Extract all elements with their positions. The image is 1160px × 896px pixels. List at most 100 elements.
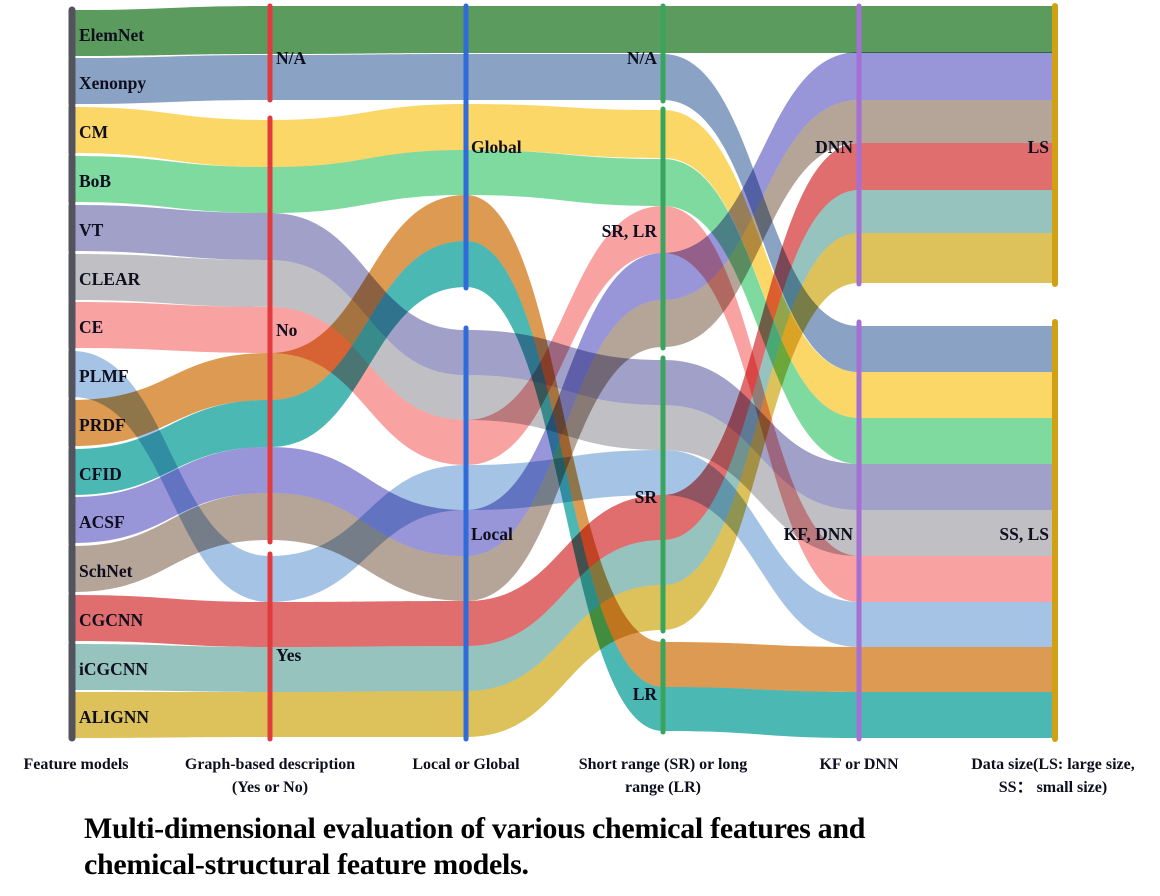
flow-ribbon-CGCNN-seg5 xyxy=(859,143,1055,190)
feature-label-BoB: BoB xyxy=(79,171,111,191)
feature-label-PLMF: PLMF xyxy=(79,366,129,386)
flow-ribbon-CGCNN-seg3 xyxy=(466,495,663,646)
figure-caption-line-1: Multi-dimensional evaluation of various … xyxy=(84,812,866,845)
node-label-axis3-Local: Local xyxy=(471,524,513,544)
flow-ribbon-ElemNet-seg3 xyxy=(466,6,663,53)
flow-ribbons-layer xyxy=(72,6,1055,738)
flow-ribbon-Xenonpy-seg3 xyxy=(466,54,663,100)
flow-ribbon-ACSF-seg4 xyxy=(663,52,859,300)
flow-ribbon-PRDF-seg2 xyxy=(270,195,466,400)
flow-ribbon-PRDF-seg5 xyxy=(859,647,1055,692)
axis-title-4-line1: Short range (SR) or long xyxy=(579,756,748,773)
node-label-axis3-Global: Global xyxy=(471,137,522,157)
flow-ribbon-CFID-seg5 xyxy=(859,692,1055,738)
flow-ribbon-CM-seg4 xyxy=(663,110,859,418)
flow-ribbon-CE-seg5 xyxy=(859,556,1055,602)
feature-label-PRDF: PRDF xyxy=(79,415,126,435)
flow-ribbon-CLEAR-seg5 xyxy=(859,510,1055,556)
node-label-axis2-Yes: Yes xyxy=(276,645,301,665)
flow-ribbon-BoB-seg1 xyxy=(72,156,270,213)
flow-ribbon-CM-seg5 xyxy=(859,372,1055,418)
flow-ribbon-SchNet-seg2 xyxy=(270,493,466,601)
feature-label-SchNet: SchNet xyxy=(79,561,133,581)
feature-label-Xenonpy: Xenonpy xyxy=(79,73,146,93)
axis-title-1-line1: Feature models xyxy=(23,756,128,773)
feature-label-CM: CM xyxy=(79,122,109,142)
feature-label-CFID: CFID xyxy=(79,464,122,484)
axis-title-3-line1: Local or Global xyxy=(412,756,520,773)
flow-ribbon-ElemNet-seg5 xyxy=(859,6,1055,53)
flow-ribbon-BoB-seg2 xyxy=(270,150,466,213)
flow-ribbon-CFID-seg1 xyxy=(72,400,270,495)
feature-label-ACSF: ACSF xyxy=(79,512,125,532)
flow-ribbon-iCGCNN-seg5 xyxy=(859,190,1055,233)
feature-label-CE: CE xyxy=(79,317,103,337)
node-label-axis4-SR: SR xyxy=(635,487,658,507)
flow-ribbon-iCGCNN-seg2 xyxy=(270,646,466,692)
flow-ribbon-CGCNN-seg2 xyxy=(270,601,466,647)
flow-ribbon-VT-seg5 xyxy=(859,464,1055,510)
node-label-axis5-DNN: DNN xyxy=(815,137,853,157)
feature-label-VT: VT xyxy=(79,220,104,240)
flow-ribbon-ALIGNN-seg3 xyxy=(466,585,663,737)
feature-label-ElemNet: ElemNet xyxy=(79,25,144,45)
flow-ribbon-ALIGNN-seg5 xyxy=(859,233,1055,283)
flow-ribbon-CLEAR-seg4 xyxy=(663,405,859,556)
flow-ribbon-PLMF-seg5 xyxy=(859,602,1055,647)
flow-ribbon-Xenonpy-seg5 xyxy=(859,326,1055,372)
flow-ribbon-BoB-seg5 xyxy=(859,418,1055,464)
feature-label-CLEAR: CLEAR xyxy=(79,269,141,289)
flow-ribbon-CM-seg1 xyxy=(72,107,270,167)
axis-lines-layer xyxy=(68,3,1058,742)
axis-title-2-line2: (Yes or No) xyxy=(232,779,308,796)
flow-ribbon-VT-seg3 xyxy=(466,330,663,405)
flow-ribbon-CLEAR-seg1 xyxy=(72,254,270,307)
flow-ribbon-ALIGNN-seg4 xyxy=(663,233,859,630)
feature-label-CGCNN: CGCNN xyxy=(79,610,144,630)
flow-ribbon-SchNet-seg3 xyxy=(466,300,663,601)
flow-ribbon-Xenonpy-seg1 xyxy=(72,55,270,104)
flow-ribbon-ElemNet-seg4 xyxy=(663,6,859,53)
axis-title-6-line1: Data size(LS: large size, xyxy=(971,756,1135,773)
flow-ribbon-CGCNN-seg4 xyxy=(663,143,859,540)
feature-label-iCGCNN: iCGCNN xyxy=(79,659,148,679)
flow-ribbon-BoB-seg3 xyxy=(466,150,663,206)
flow-ribbon-ElemNet-seg1 xyxy=(72,6,270,56)
flow-ribbon-PRDF-seg1 xyxy=(72,353,270,446)
node-label-axis4-SR-LR: SR, LR xyxy=(602,221,658,241)
flow-ribbon-SchNet-seg1 xyxy=(72,493,270,592)
flow-ribbon-ALIGNN-seg2 xyxy=(270,691,466,737)
axis-title-4-line2: range (LR) xyxy=(625,779,701,796)
flow-ribbon-ACSF-seg5 xyxy=(859,52,1055,100)
flow-ribbon-Xenonpy-seg2 xyxy=(270,54,466,100)
node-label-axis4-N-A: N/A xyxy=(627,48,658,68)
flow-ribbon-CGCNN-seg1 xyxy=(72,595,270,647)
flow-ribbon-PRDF-seg4 xyxy=(663,642,859,692)
flow-ribbon-CM-seg3 xyxy=(466,104,663,158)
node-label-axis6-SS-LS: SS, LS xyxy=(999,524,1049,544)
flow-ribbon-ElemNet-seg2 xyxy=(270,6,466,54)
flow-ribbon-iCGCNN-seg4 xyxy=(663,190,859,585)
flow-ribbon-BoB-seg4 xyxy=(663,159,859,464)
flow-ribbon-CE-seg3 xyxy=(466,206,663,465)
node-label-axis5-KF-DNN: KF, DNN xyxy=(784,524,854,544)
flow-ribbon-ALIGNN-seg1 xyxy=(72,692,270,738)
flow-ribbon-CFID-seg3 xyxy=(466,241,663,731)
flow-ribbon-ACSF-seg3 xyxy=(466,253,663,556)
flow-ribbon-CE-seg1 xyxy=(72,302,270,353)
flow-ribbon-CFID-seg4 xyxy=(663,687,859,738)
flow-ribbon-VT-seg1 xyxy=(72,205,270,260)
flow-ribbon-SchNet-seg4 xyxy=(663,100,859,347)
node-label-axis2-No: No xyxy=(276,320,298,340)
flow-ribbon-ACSF-seg1 xyxy=(72,447,270,543)
flow-ribbon-CFID-seg2 xyxy=(270,241,466,447)
axis-title-2-line1: Graph-based description xyxy=(185,756,355,773)
axis-title-5-line1: KF or DNN xyxy=(819,756,899,773)
figure-caption-line-2: chemical-structural feature models. xyxy=(84,848,529,881)
flow-ribbon-iCGCNN-seg1 xyxy=(72,644,270,692)
flow-ribbon-SchNet-seg5 xyxy=(859,100,1055,143)
flow-ribbon-iCGCNN-seg3 xyxy=(466,540,663,691)
flow-ribbon-ACSF-seg2 xyxy=(270,447,466,556)
